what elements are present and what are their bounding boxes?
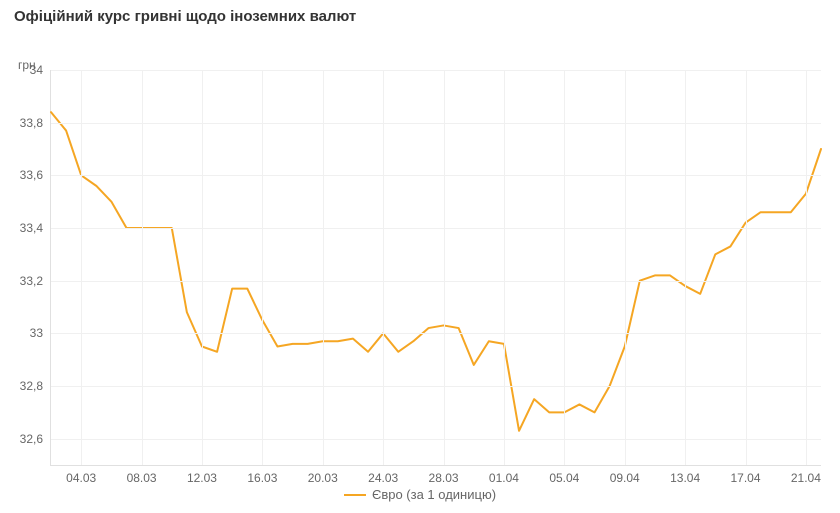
- grid-v: [202, 70, 203, 465]
- grid-v: [625, 70, 626, 465]
- y-tick-label: 33,2: [20, 274, 51, 288]
- x-tick-label: 08.03: [127, 465, 157, 485]
- grid-h: [51, 123, 821, 124]
- x-tick-label: 24.03: [368, 465, 398, 485]
- y-tick-label: 33: [30, 326, 51, 340]
- grid-h: [51, 386, 821, 387]
- y-tick-label: 33,6: [20, 168, 51, 182]
- x-tick-label: 12.03: [187, 465, 217, 485]
- x-tick-label: 28.03: [429, 465, 459, 485]
- series-line: [51, 112, 821, 431]
- chart-svg: [51, 70, 821, 465]
- grid-v: [564, 70, 565, 465]
- y-tick-label: 33,4: [20, 221, 51, 235]
- grid-h: [51, 175, 821, 176]
- grid-h: [51, 281, 821, 282]
- grid-v: [323, 70, 324, 465]
- grid-v: [504, 70, 505, 465]
- legend-swatch: [344, 494, 366, 496]
- grid-v: [685, 70, 686, 465]
- grid-v: [262, 70, 263, 465]
- x-tick-label: 17.04: [730, 465, 760, 485]
- grid-h: [51, 228, 821, 229]
- y-tick-label: 33,8: [20, 116, 51, 130]
- grid-h: [51, 439, 821, 440]
- grid-h: [51, 70, 821, 71]
- grid-v: [383, 70, 384, 465]
- legend-label: Євро (за 1 одиницю): [372, 487, 496, 502]
- x-tick-label: 09.04: [610, 465, 640, 485]
- y-tick-label: 32,6: [20, 432, 51, 446]
- x-tick-label: 20.03: [308, 465, 338, 485]
- x-tick-label: 13.04: [670, 465, 700, 485]
- x-tick-label: 21.04: [791, 465, 821, 485]
- grid-v: [444, 70, 445, 465]
- y-tick-label: 34: [30, 63, 51, 77]
- legend: Євро (за 1 одиницю): [0, 486, 840, 502]
- x-tick-label: 16.03: [247, 465, 277, 485]
- plot-area: 32,632,83333,233,433,633,83404.0308.0312…: [50, 70, 821, 466]
- x-tick-label: 04.03: [66, 465, 96, 485]
- grid-v: [81, 70, 82, 465]
- grid-v: [806, 70, 807, 465]
- grid-h: [51, 333, 821, 334]
- x-tick-label: 01.04: [489, 465, 519, 485]
- grid-v: [142, 70, 143, 465]
- chart-title: Офіційний курс гривні щодо іноземних вал…: [14, 8, 356, 25]
- grid-v: [746, 70, 747, 465]
- x-tick-label: 05.04: [549, 465, 579, 485]
- y-tick-label: 32,8: [20, 379, 51, 393]
